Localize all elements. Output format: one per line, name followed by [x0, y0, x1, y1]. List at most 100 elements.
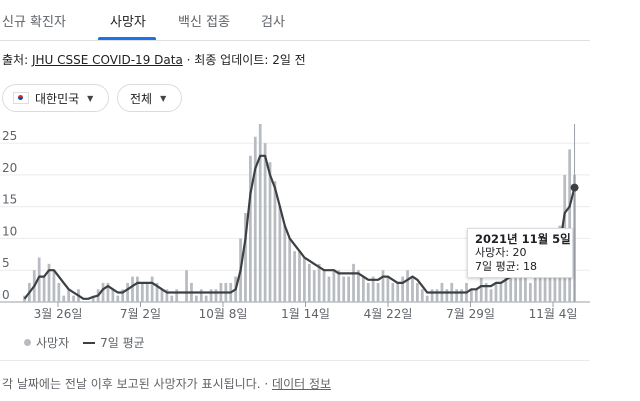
tab-tests[interactable]: 검사: [261, 15, 285, 30]
deaths-bar: [381, 270, 385, 302]
region-filter-chip[interactable]: 전체 ▼: [117, 84, 182, 112]
deaths-bar: [494, 282, 498, 302]
deaths-bar: [533, 270, 537, 302]
y-axis: 0 5 10 15 20 25: [2, 129, 17, 302]
deaths-bar: [209, 289, 213, 302]
deaths-legend-dot-icon: [24, 339, 31, 346]
deaths-bar: [126, 282, 129, 302]
deaths-bar: [322, 270, 326, 302]
y-tick-label: 25: [2, 129, 17, 143]
deaths-bar: [538, 270, 542, 302]
deaths-bar: [391, 282, 395, 302]
data-tooltip: 2021년 11월 5일 사망자: 20 7일 평균: 18: [467, 228, 573, 278]
deaths-bar: [268, 162, 272, 302]
deaths-bar: [420, 289, 424, 302]
x-tick-label: 11월 4일: [529, 307, 578, 321]
tooltip-date: 2021년 11월 5일: [475, 232, 571, 246]
deaths-bar: [204, 295, 208, 302]
tab-vaccination[interactable]: 백신 접종: [178, 15, 230, 30]
deaths-bar: [91, 295, 95, 302]
seven-day-average-line: [23, 154, 576, 300]
source-line: 출처: JHU CSSE COVID-19 Data · 최종 업데이트: 2일…: [2, 51, 306, 68]
deaths-bar: [386, 276, 390, 302]
deaths-bar: [136, 276, 139, 302]
deaths-bar: [52, 270, 56, 302]
deaths-bar: [57, 282, 61, 302]
tab-deaths[interactable]: 사망자: [110, 15, 146, 30]
deaths-bar: [293, 251, 296, 302]
footer-text: 각 날짜에는 전날 이후 보고된 사망자가 표시됩니다.: [2, 377, 261, 391]
deaths-bar: [42, 276, 46, 302]
daily-deaths-bars: [23, 124, 576, 302]
deaths-bar: [106, 282, 110, 302]
y-tick-label: 20: [2, 161, 17, 175]
deaths-bar: [116, 295, 120, 302]
source-link[interactable]: JHU CSSE COVID-19 Data: [31, 53, 183, 67]
deaths-bar: [553, 257, 557, 302]
x-tick-label: 7월 29일: [446, 307, 495, 321]
deaths-bar: [519, 270, 522, 302]
x-tick-label: 4월 22일: [364, 307, 413, 321]
deaths-bar: [258, 124, 262, 302]
deaths-bar: [62, 295, 66, 302]
active-tab-indicator: [98, 37, 156, 40]
deaths-bar: [111, 289, 115, 302]
deaths-bar: [283, 225, 287, 302]
deaths-bar: [411, 276, 414, 302]
footer-separator: ·: [264, 377, 269, 391]
x-tick-label: 10월 8일: [199, 307, 248, 321]
deaths-bar: [170, 295, 174, 302]
deaths-bar: [489, 289, 493, 302]
deaths-bar: [327, 276, 331, 302]
deaths-bar: [470, 289, 473, 302]
data-info-link[interactable]: 데이터 정보: [272, 377, 332, 391]
deaths-bar: [101, 282, 105, 302]
deaths-chart[interactable]: 0 5 10 15 20 25 3월 26일 7월 2일 10월 8일 1월 14일 4월 22일…: [0, 118, 590, 328]
deaths-bar: [185, 270, 188, 302]
deaths-bar: [548, 263, 552, 302]
x-tick-label: 7월 2일: [120, 307, 161, 321]
average-legend-line-icon: [83, 341, 96, 344]
deaths-bar: [278, 206, 282, 302]
deaths-bar: [366, 282, 370, 302]
region-label: 전체: [130, 91, 153, 106]
deaths-bar: [199, 289, 203, 302]
deaths-bar: [150, 276, 154, 302]
deaths-bar: [72, 295, 75, 302]
deaths-bar: [214, 289, 218, 302]
deaths-bar: [568, 149, 572, 302]
deaths-bar: [47, 263, 51, 302]
deaths-bar: [361, 276, 365, 302]
deaths-bar: [401, 276, 405, 302]
deaths-bar: [425, 295, 429, 302]
deaths-bar: [543, 276, 547, 302]
deaths-bar: [249, 155, 252, 302]
tab-new-cases[interactable]: 신규 확진자: [2, 15, 66, 30]
tooltip-average: 7일 평균: 18: [475, 260, 538, 273]
deaths-bar: [406, 270, 409, 302]
hover-point-marker: [570, 183, 579, 192]
deaths-bar: [528, 282, 532, 302]
legend-deaths-label: 사망자: [36, 336, 70, 350]
deaths-bar: [430, 289, 434, 302]
deaths-bar: [175, 289, 179, 302]
deaths-bar: [194, 295, 198, 302]
tab-bar: 신규 확진자 사망자 백신 접종 검사: [0, 0, 590, 41]
y-tick-label: 5: [2, 256, 10, 270]
deaths-bar: [165, 289, 169, 302]
deaths-bar: [23, 295, 26, 302]
y-tick-label: 15: [2, 193, 17, 207]
deaths-bar: [460, 289, 463, 302]
source-separator: ·: [186, 53, 191, 67]
dropdown-caret-icon: ▼: [160, 93, 167, 103]
deaths-bar: [445, 289, 449, 302]
deaths-bar: [484, 282, 488, 302]
deaths-bar: [479, 276, 483, 302]
deaths-bar: [504, 270, 508, 302]
source-prefix: 출처:: [2, 53, 29, 67]
deaths-bar: [244, 213, 247, 302]
deaths-bar: [312, 270, 316, 302]
deaths-bar: [357, 270, 360, 302]
last-updated: 최종 업데이트: 2일 전: [194, 53, 306, 67]
country-filter-chip[interactable]: 대한민국 ▼: [2, 84, 109, 112]
